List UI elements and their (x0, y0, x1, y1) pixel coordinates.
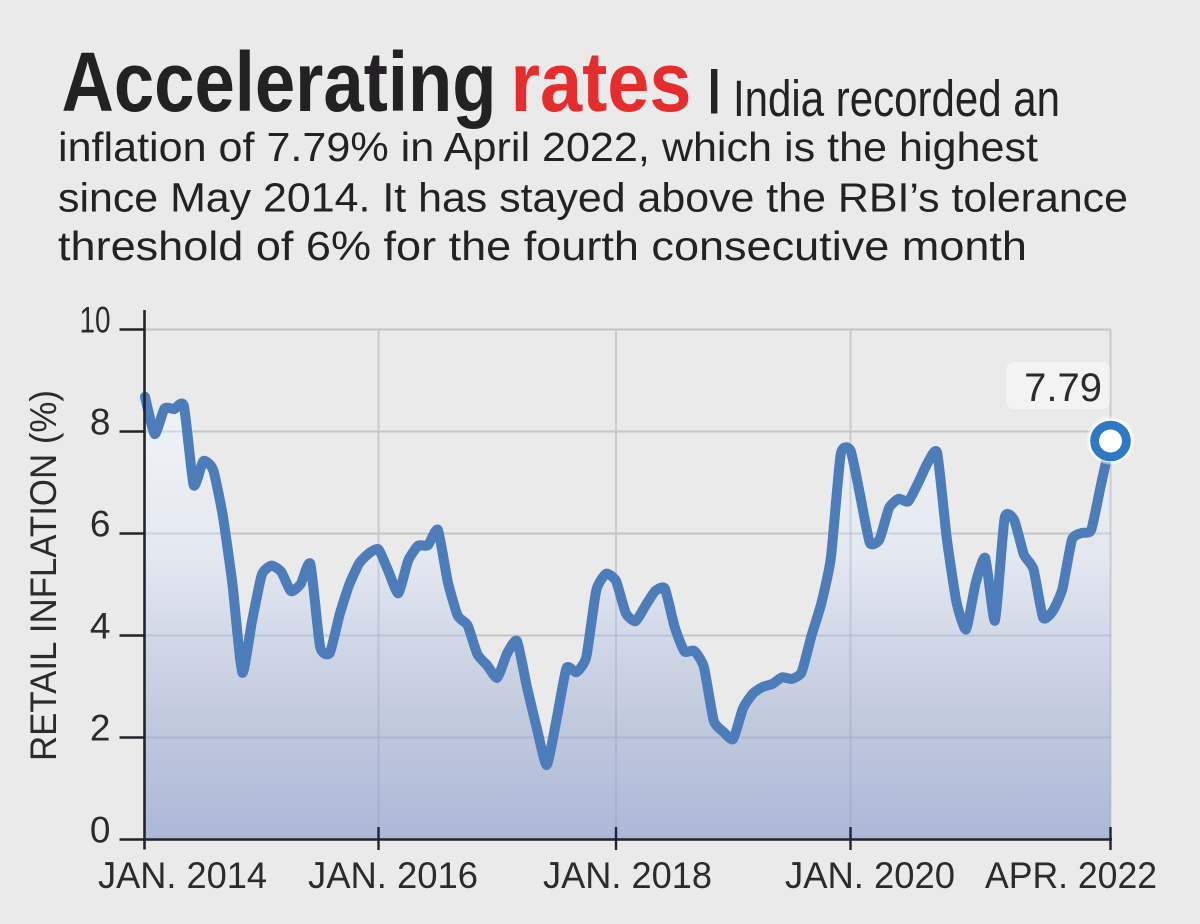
svg-text:7.79: 7.79 (1024, 366, 1102, 410)
svg-text:0: 0 (90, 810, 111, 851)
svg-text:JAN. 2018: JAN. 2018 (543, 855, 712, 896)
svg-text:10: 10 (80, 300, 111, 341)
svg-text:Accelerating: Accelerating (62, 35, 497, 129)
svg-text:rates: rates (511, 35, 692, 129)
svg-text:inflation of 7.79% in April 20: inflation of 7.79% in April 2022, which … (58, 124, 1039, 170)
svg-text:APR. 2022: APR. 2022 (985, 855, 1157, 896)
svg-text:threshold of 6% for the fourth: threshold of 6% for the fourth consecuti… (58, 223, 1027, 269)
svg-text:since May 2014. It has stayed: since May 2014. It has stayed above the … (58, 175, 1128, 221)
svg-text:6: 6 (90, 504, 111, 545)
svg-text:JAN. 2020: JAN. 2020 (785, 855, 955, 896)
svg-text:RETAIL INFLATION (%): RETAIL INFLATION (%) (23, 390, 64, 761)
svg-text:4: 4 (90, 606, 111, 647)
svg-text:8: 8 (90, 402, 111, 443)
svg-text:JAN. 2016: JAN. 2016 (308, 855, 478, 896)
svg-text:India recorded an: India recorded an (733, 70, 1060, 127)
svg-text:JAN. 2014: JAN. 2014 (98, 855, 267, 896)
svg-text:2: 2 (90, 708, 111, 749)
